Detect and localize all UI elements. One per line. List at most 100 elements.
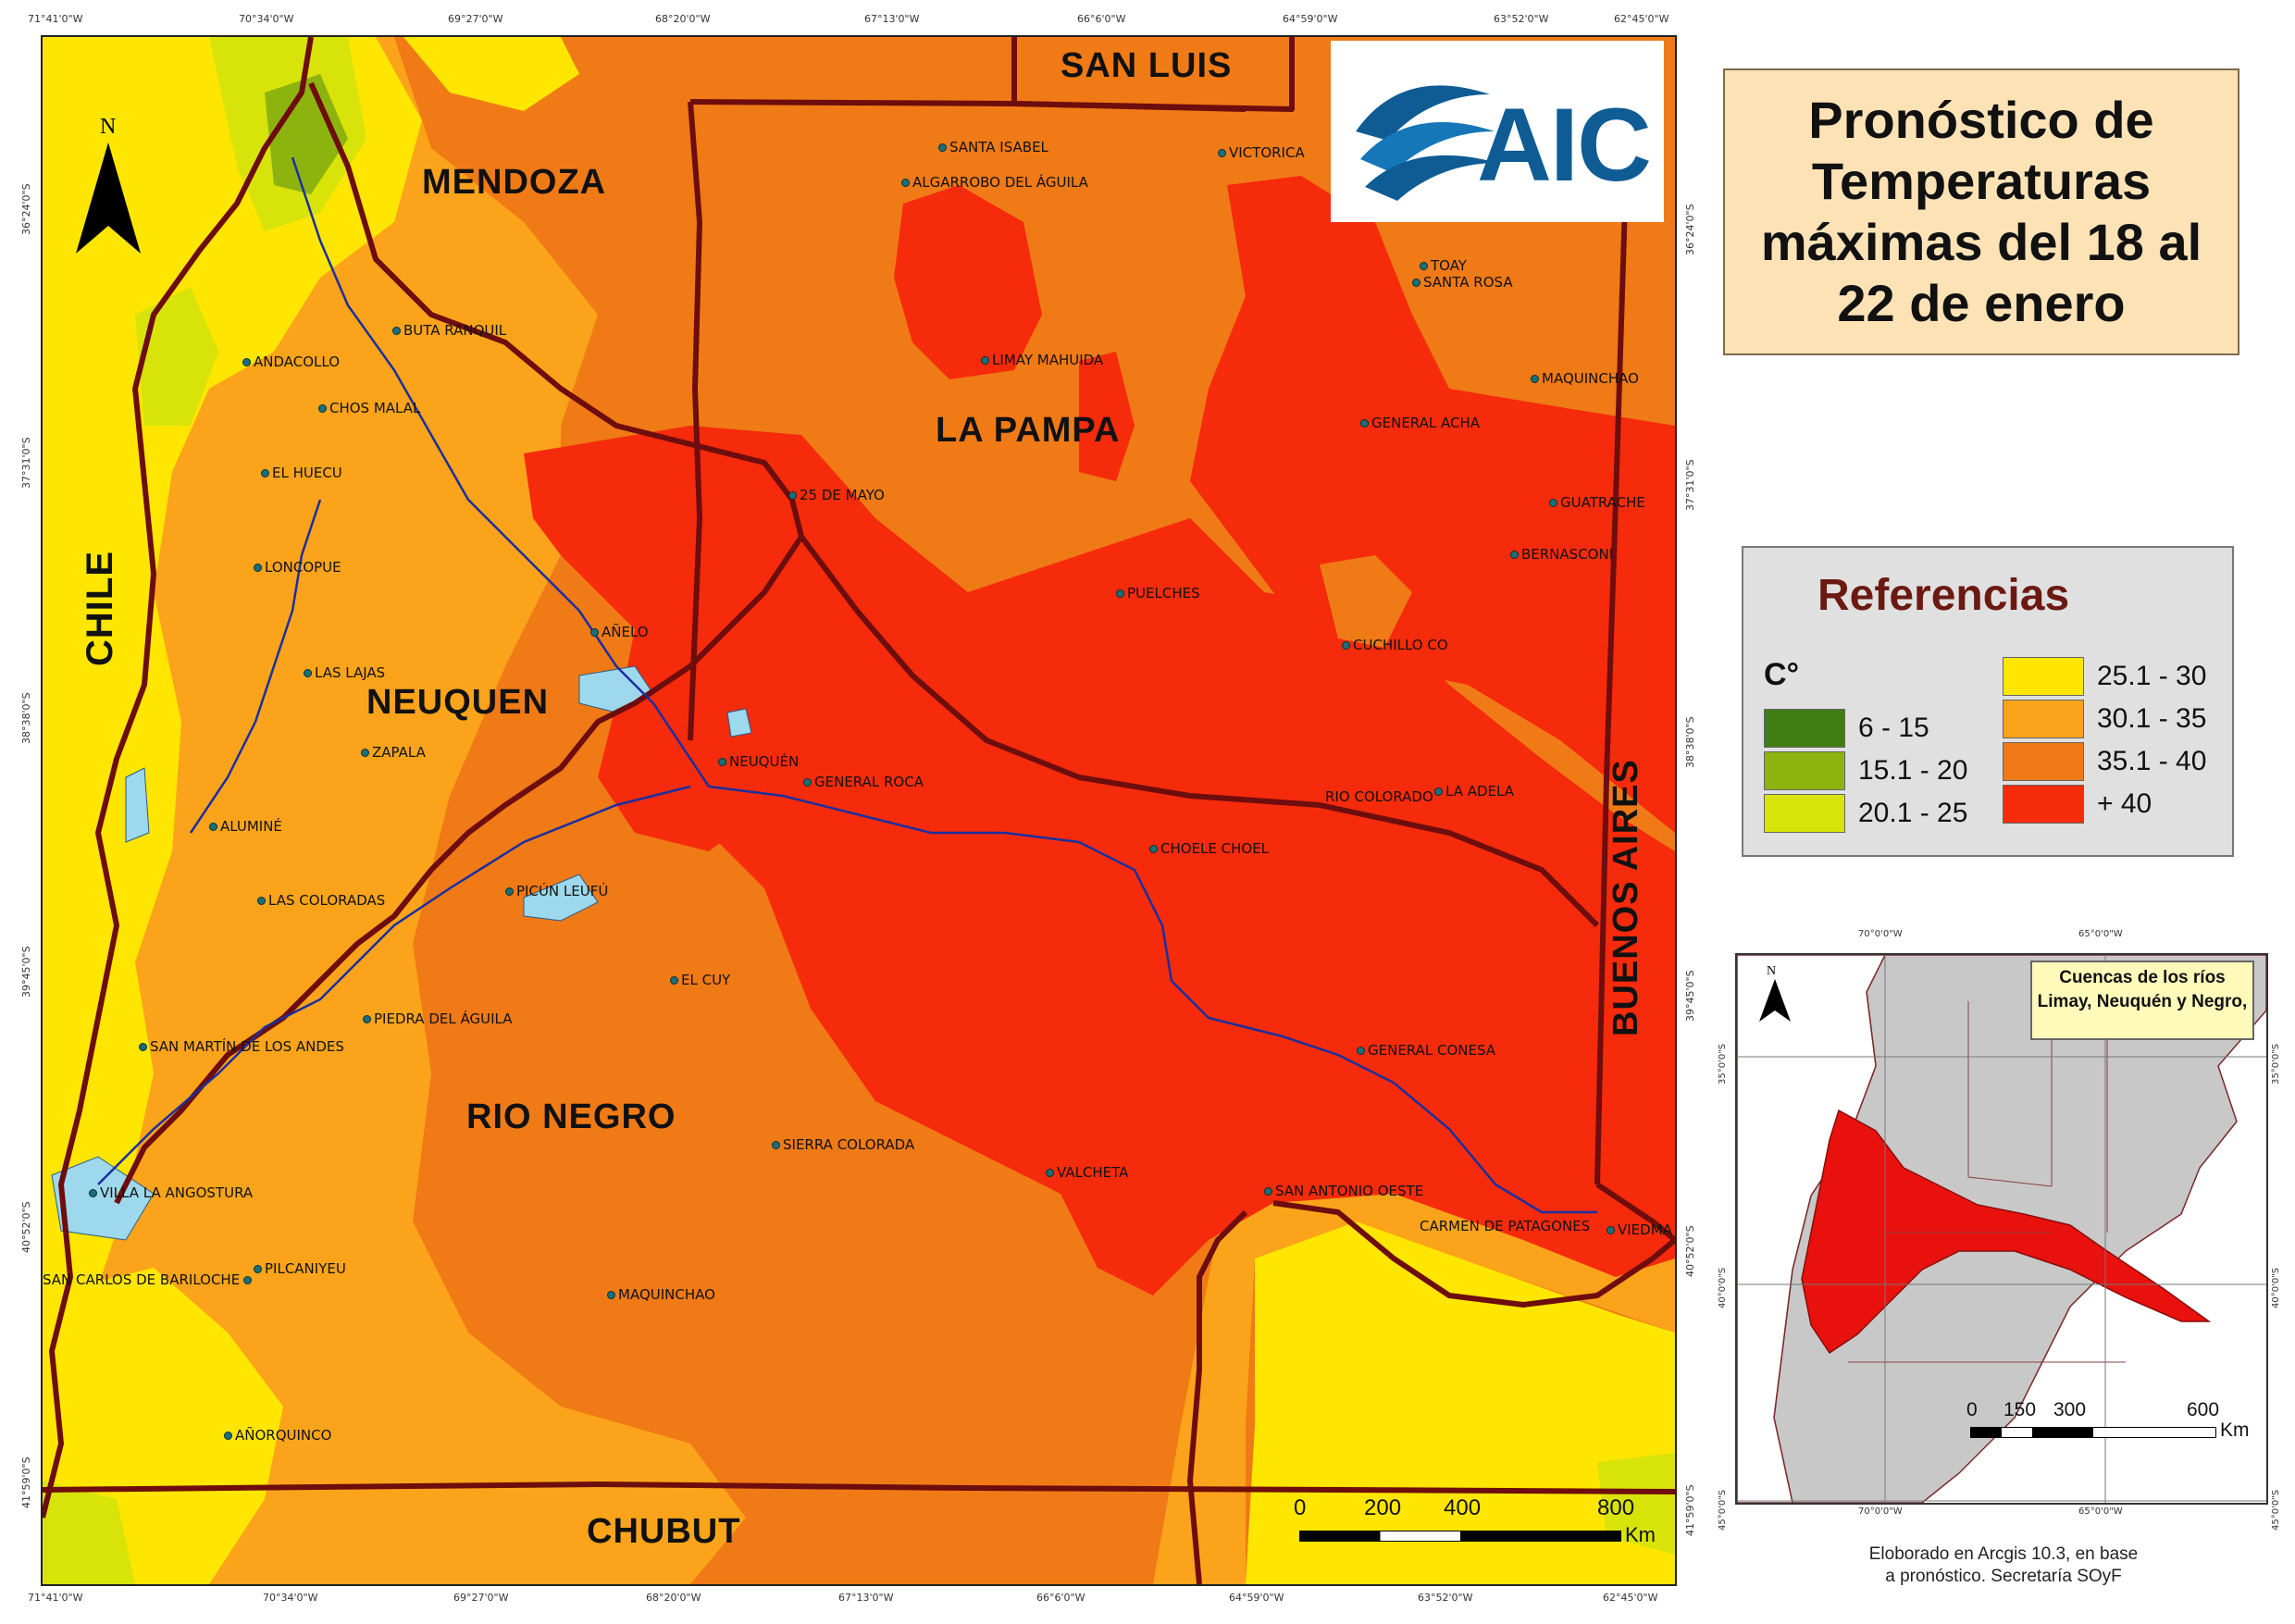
inset-scale-label: 300 [2053,1399,2087,1420]
town-marker-icon [242,358,251,366]
inset-coord: 35°0'0"S [2271,1043,2281,1085]
inset-scale-label: 150 [2003,1399,2037,1420]
zone-30-35-west [43,37,746,1584]
inset-coord: 70°0'0"W [1858,1506,1903,1517]
town-marker-icon [304,669,312,677]
town-label: 25 DE MAYO [788,487,885,503]
inset-north-arrow-icon [1759,979,1791,1022]
town-marker-icon [254,564,262,572]
coord-label: 63°52'0"W [1418,1592,1473,1604]
legend-swatch [2003,657,2084,696]
coord-label: 71°41'0"W [28,13,83,25]
town-label: VIEDMA [1606,1221,1672,1238]
town-marker-icon [243,1276,253,1284]
zone-plus40-east [1190,176,1675,833]
zone-25-30-west [43,37,422,1295]
legend-title: Referencias [1817,571,2070,620]
coord-label: 69°27'0"W [448,13,503,25]
border-lapampa-east [1594,203,1628,1185]
town-marker-icon [1420,262,1428,270]
aic-logo-text: AIC [1477,87,1652,203]
town-name: ALUMINÉ [220,818,282,835]
town-name: VIEDMA [1618,1221,1672,1238]
town-label: BERNASCONI [1510,546,1613,563]
town-label: NEUQUÉN [718,753,799,770]
town-name: BUTA RANQUIL [403,322,507,339]
town-marker-icon [1360,419,1369,428]
inset-map: N Cuencas de los ríos Limay, Neuquén y N… [1735,953,2268,1505]
town-label: TOAY [1420,257,1467,274]
coord-label: 40°52'0"S [1684,1225,1696,1277]
town-name: RIO COLORADO [1325,788,1433,805]
label-neuquen: NEUQUEN [366,683,550,722]
lake-pellegrini [726,708,752,738]
temperature-map [43,37,1675,1584]
coord-label: 66°6'0"W [1077,13,1126,25]
town-name: VICTORICA [1229,144,1305,161]
inset-map-graphic [1737,955,2266,1503]
town-label: EL HUECU [261,465,342,481]
town-name: LONCOPUE [265,559,341,576]
coord-label: 62°45'0"W [1614,13,1669,25]
lake-piedra-aguila [523,874,599,922]
coord-label: 36°24'0"S [20,183,32,235]
town-marker-icon [1116,589,1124,598]
town-marker-icon [590,628,599,637]
town-label: CHOELE CHOEL [1149,840,1269,857]
town-label: AÑELO [590,624,649,640]
town-name: EL HUECU [272,465,342,481]
town-label: SANTA ROSA [1412,274,1513,291]
town-label: SANTA ISABEL [938,139,1048,155]
inset-coord: 45°0'0"S [2271,1489,2281,1531]
north-arrow: N [76,115,141,254]
town-marker-icon [361,749,369,757]
inset-coord: 40°0'0"S [1718,1267,1728,1308]
legend-item: 6 - 15 [1764,709,1929,748]
town-label: ANDACOLLO [242,353,340,370]
town-label: VILLA LA ANGOSTURA [89,1184,253,1201]
coord-label: 40°52'0"S [20,1201,32,1253]
town-label: ALUMINÉ [209,818,282,835]
inset-coord: 70°0'0"W [1858,929,1903,939]
scale-label: 0 [1294,1495,1307,1520]
town-name: SANTA ISABEL [949,139,1048,155]
town-label: RIO COLORADO [1325,788,1433,805]
town-name: MAQUINCHAO [618,1286,715,1303]
legend-item: 30.1 - 35 [2003,700,2206,738]
town-name: SIERRA COLORADA [783,1136,915,1153]
town-name: PILCANIYEU [265,1260,346,1277]
town-label: SAN CARLOS DE BARILOCHE [43,1271,254,1288]
zone-20-25-andes [135,287,218,426]
inset-scale-label: 0 [1966,1399,1978,1420]
label-rio-negro: RIO NEGRO [466,1097,676,1136]
town-label: VALCHETA [1046,1164,1128,1181]
town-label: CARMEN DE PATAGONES [1420,1218,1590,1234]
town-marker-icon [209,823,217,831]
credit-text: Eloborado en Arcgis 10.3, en base a pron… [1868,1544,2139,1586]
inset-coord: 40°0'0"S [2271,1267,2281,1308]
border-chile-argentina [43,37,314,1519]
coord-label: 68°20'0"W [646,1592,701,1604]
town-label: ZAPALA [361,744,426,761]
town-name: SANTA ROSA [1423,274,1513,291]
town-marker-icon [1357,1047,1365,1055]
town-marker-icon [981,356,989,365]
legend: Referencias C° 6 - 15 15.1 - 20 20.1 - 2… [1742,546,2234,857]
town-name: 25 DE MAYO [800,487,885,503]
town-marker-icon [718,758,726,766]
coord-label: 70°34'0"W [263,1592,318,1604]
legend-swatch [2003,742,2084,781]
town-name: NEUQUÉN [729,753,800,770]
town-label: PIEDRA DEL ÁGUILA [363,1010,512,1027]
border-rionegro-buenosaires [1595,1182,1675,1243]
river-alumine [189,499,322,834]
legend-swatch [1764,709,1845,748]
town-name: AÑELO [602,624,649,640]
town-marker-icon [1412,279,1420,287]
coastline [1187,1200,1675,1584]
zone-35-40-island [1320,555,1412,648]
town-name: AÑORQUINCO [235,1427,332,1444]
coord-label: 62°45'0"W [1603,1592,1658,1604]
legend-label: 6 - 15 [1858,713,1929,743]
river-neuquen [291,156,711,787]
